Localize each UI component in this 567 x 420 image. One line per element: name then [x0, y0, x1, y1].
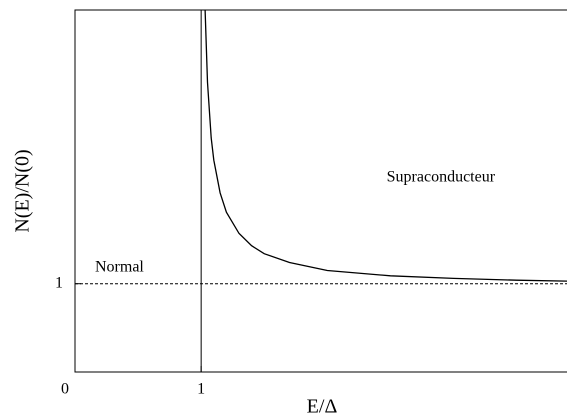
series-label: Normal	[95, 258, 144, 275]
y-tick-label: 1	[55, 274, 63, 291]
line	[204, 10, 567, 282]
x-tick-label: 0	[61, 381, 69, 398]
series-label: Supraconducteur	[387, 168, 496, 185]
frame	[74, 9, 567, 373]
x-axis-label: E/Δ	[307, 396, 338, 418]
x-tick-label: 1	[197, 381, 205, 398]
y-axis-label: N(E)/N(0)	[12, 149, 34, 232]
